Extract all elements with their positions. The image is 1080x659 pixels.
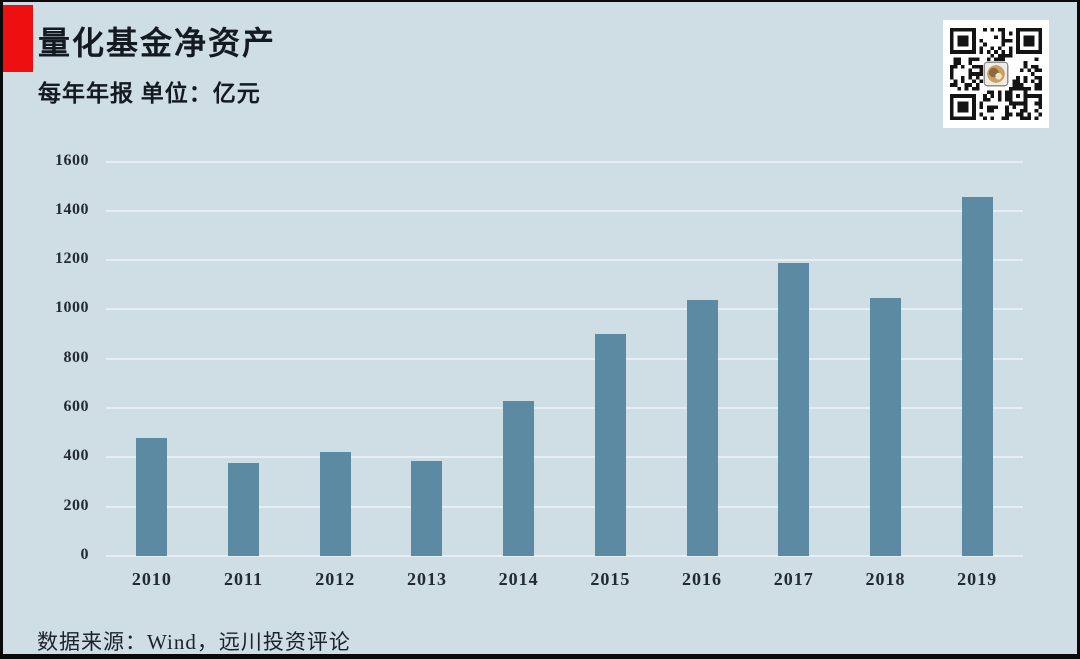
y-axis-tick-600: 600 (63, 398, 89, 416)
bar-2018 (869, 298, 901, 556)
y-axis-tick-200: 200 (63, 496, 89, 514)
x-axis-tick-2015: 2015 (590, 569, 631, 589)
x-axis-tick-2013: 2013 (406, 569, 447, 589)
gridline-200 (106, 505, 1023, 508)
gridline-400 (106, 456, 1023, 459)
red-accent-block (3, 5, 33, 72)
x-axis-tick-2014: 2014 (498, 569, 539, 589)
x-axis-tick-2016: 2016 (682, 569, 723, 589)
x-axis-tick-2018: 2018 (865, 569, 906, 589)
x-axis-tick-2012: 2012 (315, 569, 356, 589)
gridline-0 (106, 555, 1023, 557)
gridline-800 (106, 357, 1023, 360)
y-axis-tick-1000: 1000 (55, 299, 89, 317)
data-source-caption: 数据来源：Wind，远川投资评论 (37, 630, 351, 654)
gridline-1600 (106, 160, 1023, 163)
gridline-1200 (106, 259, 1023, 262)
bar-2016 (686, 299, 718, 556)
y-axis-tick-1400: 1400 (55, 200, 89, 218)
y-axis-tick-800: 800 (63, 348, 89, 366)
x-axis-tick-2011: 2011 (224, 569, 264, 589)
y-axis-tick-1200: 1200 (55, 250, 89, 268)
qr-code-pattern (950, 28, 1042, 120)
x-axis-tick-2019: 2019 (957, 569, 998, 589)
bar-2017 (778, 262, 810, 556)
y-axis-tick-400: 400 (63, 447, 89, 465)
bar-2015 (594, 334, 626, 556)
gridline-1000 (106, 308, 1023, 311)
bar-2014 (503, 400, 535, 556)
gridline-600 (106, 407, 1023, 410)
bar-2019 (961, 197, 993, 556)
chart-subtitle: 每年年报 单位：亿元 (38, 81, 261, 106)
x-axis-tick-2010: 2010 (131, 569, 172, 589)
bar-2013 (411, 460, 443, 556)
y-axis-tick-1600: 1600 (55, 151, 89, 169)
qr-code (943, 20, 1049, 128)
chart-title: 量化基金净资产 (38, 25, 277, 61)
y-axis-tick-0: 0 (80, 546, 89, 563)
x-axis-tick-2017: 2017 (773, 569, 814, 589)
bar-2012 (319, 451, 351, 556)
gridline-1400 (106, 209, 1023, 212)
bar-2010 (136, 437, 168, 556)
bar-2011 (228, 462, 260, 556)
